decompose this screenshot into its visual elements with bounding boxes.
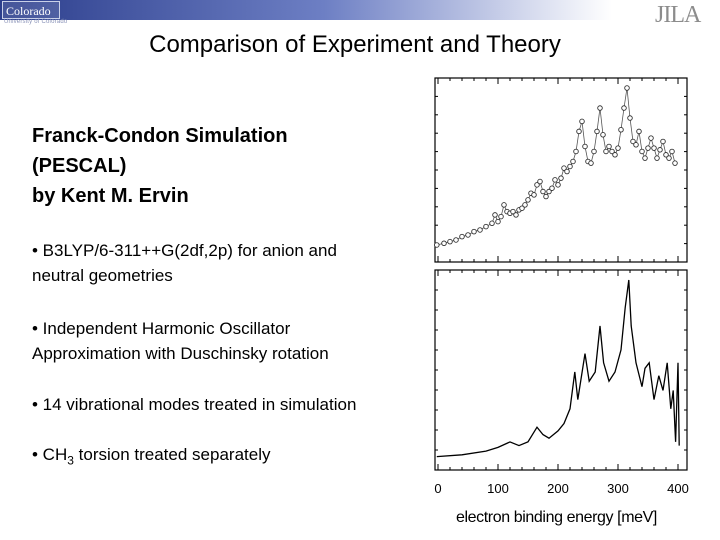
x-tick-label: 0 <box>434 481 441 496</box>
experiment-point <box>489 220 495 227</box>
experiment-point <box>651 145 657 151</box>
experiment-point <box>594 128 600 135</box>
experiment-point <box>588 160 594 166</box>
experiment-point <box>627 115 633 121</box>
experiment-point <box>660 138 666 145</box>
experiment-point <box>513 212 519 218</box>
experiment-point <box>537 178 543 185</box>
experiment-point <box>621 105 627 111</box>
bullet-ch3-subscript: 3 <box>67 453 74 468</box>
experiment-point <box>495 218 501 225</box>
simulation-frame <box>434 269 688 471</box>
experiment-point <box>519 205 525 211</box>
header-bar: Colorado <box>0 0 720 20</box>
experiment-point <box>633 142 639 148</box>
experiment-point <box>612 152 618 158</box>
experiment-point <box>603 148 609 155</box>
experiment-point <box>543 193 549 200</box>
experiment-point <box>579 118 585 125</box>
experiment-point <box>642 155 648 161</box>
experiment-point <box>525 197 531 203</box>
bullet-harmonic-oscillator: • Independent Harmonic Oscillator Approx… <box>32 319 329 363</box>
experiment-point <box>549 185 555 191</box>
experiment-point <box>564 168 570 175</box>
bullet-ch3-prefix: • CH <box>32 445 68 464</box>
simulation-panel <box>434 269 688 471</box>
experiment-point <box>561 165 567 171</box>
experiment-point <box>666 155 672 161</box>
simulation-line <box>436 279 680 458</box>
experiment-point <box>447 238 453 245</box>
experiment-point <box>483 223 489 230</box>
experiment-point <box>540 188 546 195</box>
experiment-point <box>645 145 651 151</box>
x-tick-label: 400 <box>667 481 689 496</box>
experiment-point <box>573 148 579 155</box>
experiment-panel <box>434 77 688 263</box>
experiment-point <box>672 160 678 166</box>
x-axis: 0 100 200 300 400 <box>434 481 688 496</box>
bullet-ch3-suffix: torsion treated separately <box>73 445 271 464</box>
experiment-point <box>639 148 645 155</box>
experiment-point <box>567 163 573 170</box>
simulation-heading: Franck-Condon Simulation (PESCAL) by Ken… <box>32 125 288 207</box>
experiment-point <box>441 240 447 247</box>
experiment-point <box>618 127 624 133</box>
bullet-ch3-torsion: • CH3 torsion treated separately <box>32 442 427 473</box>
experiment-point <box>501 202 507 208</box>
experiment-point <box>546 188 552 195</box>
jila-logo: JILA <box>655 2 701 28</box>
experiment-point <box>498 213 504 220</box>
experiment-point <box>624 85 630 91</box>
experiment-point <box>570 158 576 165</box>
experiment-point <box>522 202 528 208</box>
experiment-point <box>510 208 516 215</box>
experiment-point <box>555 182 561 188</box>
experiment-point <box>591 148 597 155</box>
x-tick-label: 100 <box>487 481 509 496</box>
slide-title: Comparison of Experiment and Theory <box>149 31 561 58</box>
experiment-point <box>654 155 660 161</box>
experiment-point <box>657 147 663 153</box>
experiment-point <box>471 228 477 235</box>
bullet-geometries: • B3LYP/6-311++G(2df,2p) for anion and n… <box>32 241 337 285</box>
spectra-figure: 0 100 200 300 400 <box>434 77 689 496</box>
experiment-point <box>663 152 669 158</box>
x-axis-title: electron binding energy [meV] <box>456 509 657 526</box>
experiment-point <box>609 148 615 155</box>
experiment-point <box>459 233 465 240</box>
experiment-point <box>582 143 588 150</box>
experiment-point <box>615 145 621 151</box>
experiment-point <box>477 227 483 233</box>
experiment-point <box>630 138 636 145</box>
experiment-point <box>576 128 582 135</box>
experiment-point <box>552 177 558 183</box>
experiment-point <box>434 242 440 248</box>
experiment-point <box>534 182 540 188</box>
experiment-point <box>531 192 537 198</box>
experiment-point <box>600 132 606 138</box>
experiment-point <box>453 237 459 243</box>
university-logo-subtext: University of Colorado <box>4 19 68 25</box>
bullet-vibrational-modes: • 14 vibrational modes treated in simula… <box>32 395 357 414</box>
experiment-trace <box>436 87 676 246</box>
experiment-point <box>648 135 654 141</box>
experiment-point <box>597 105 603 111</box>
x-tick-label: 200 <box>547 481 569 496</box>
experiment-point <box>669 148 675 155</box>
experiment-point <box>606 143 612 150</box>
experiment-point <box>492 212 498 218</box>
experiment-point <box>558 175 564 181</box>
x-tick-label: 300 <box>607 481 629 496</box>
university-logo: Colorado <box>2 1 60 19</box>
experiment-frame <box>434 77 688 263</box>
experiment-point <box>465 232 471 238</box>
experiment-point <box>636 128 642 135</box>
